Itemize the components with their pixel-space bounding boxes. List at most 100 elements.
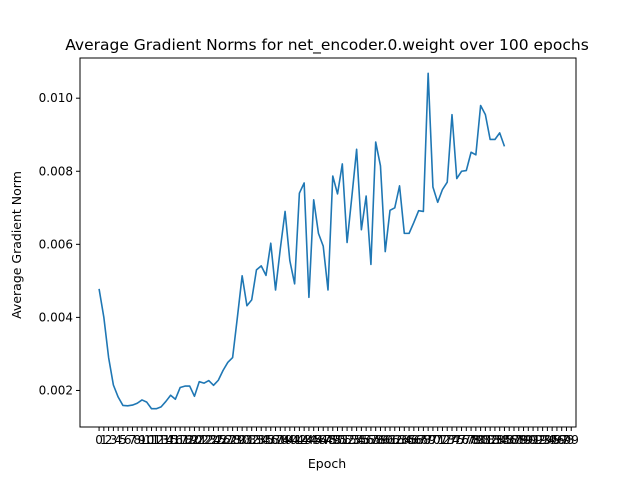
x-tick-label: 29 [230, 433, 245, 447]
x-tick-label: 26 [215, 433, 230, 447]
x-tick-label: 97 [554, 433, 569, 447]
x-tick-label: 67 [411, 433, 426, 447]
x-tick-label: 93 [535, 433, 550, 447]
x-tick-label: 57 [363, 433, 378, 447]
series-line [98, 72, 506, 410]
x-tick-label: 60 [378, 433, 393, 447]
x-tick-label: 92 [530, 433, 545, 447]
x-tick-label: 45 [306, 433, 321, 447]
x-tick-label: 62 [387, 433, 402, 447]
x-tick-label: 89 [516, 433, 531, 447]
x-tick-label: 35 [258, 433, 273, 447]
x-tick-label: 7 [129, 433, 137, 447]
x-tick-label: 94 [540, 433, 555, 447]
x-tick-label: 48 [320, 433, 335, 447]
x-tick-label: 61 [382, 433, 397, 447]
x-tick-label: 47 [316, 433, 331, 447]
x-tick-label: 19 [182, 433, 197, 447]
x-axis-label: Epoch [308, 456, 346, 471]
x-tick-label: 85 [497, 433, 512, 447]
x-tick-label: 44 [301, 433, 316, 447]
x-tick-label: 4 [114, 433, 122, 447]
x-tick-label: 99 [564, 433, 579, 447]
x-tick-label: 1 [100, 433, 108, 447]
x-tick-label: 91 [525, 433, 540, 447]
x-tick-label: 77 [459, 433, 474, 447]
x-tick-label: 38 [273, 433, 288, 447]
x-tick-label: 40 [282, 433, 297, 447]
x-tick-label: 21 [192, 433, 207, 447]
x-tick-label: 25 [211, 433, 226, 447]
x-tick-label: 30 [235, 433, 250, 447]
x-tick-label: 52 [339, 433, 354, 447]
x-tick-label: 12 [149, 433, 164, 447]
x-tick-label: 81 [478, 433, 493, 447]
x-tick-label: 50 [330, 433, 345, 447]
x-tick-label: 87 [506, 433, 521, 447]
x-tick-label: 33 [249, 433, 264, 447]
x-tick-label: 56 [359, 433, 374, 447]
x-tick-label: 3 [110, 433, 118, 447]
x-tick-label: 6 [124, 433, 132, 447]
x-tick-label: 82 [483, 433, 498, 447]
x-tick-label: 10 [139, 433, 154, 447]
x-tick-label: 39 [277, 433, 292, 447]
x-tick-label: 64 [397, 433, 412, 447]
x-tick-label: 98 [559, 433, 574, 447]
x-tick-label: 59 [373, 433, 388, 447]
y-tick-label: 0.010 [39, 91, 73, 105]
y-axis-ticks: 0.002 0.004 0.006 0.008 0.010 [39, 91, 80, 397]
x-tick-label: 36 [263, 433, 278, 447]
x-tick-label: 86 [502, 433, 517, 447]
x-tick-label: 5 [119, 433, 127, 447]
y-axis-label: Average Gradient Norm [9, 171, 24, 319]
x-tick-label: 13 [153, 433, 168, 447]
x-tick-label: 65 [401, 433, 416, 447]
x-tick-label: 55 [354, 433, 369, 447]
plot-area [98, 72, 506, 410]
x-tick-label: 72 [435, 433, 450, 447]
x-tick-label: 49 [325, 433, 340, 447]
x-tick-label: 24 [206, 433, 221, 447]
x-tick-label: 95 [545, 433, 560, 447]
x-tick-label: 16 [168, 433, 183, 447]
x-tick-label: 53 [344, 433, 359, 447]
x-tick-label: 96 [549, 433, 564, 447]
y-tick-label: 0.008 [39, 164, 73, 178]
chart-title: Average Gradient Norms for net_encoder.0… [65, 36, 589, 55]
x-tick-label: 73 [440, 433, 455, 447]
x-tick-label: 23 [201, 433, 216, 447]
x-tick-label: 27 [220, 433, 235, 447]
x-tick-label: 68 [416, 433, 431, 447]
x-tick-label: 9 [138, 433, 146, 447]
x-axis-ticks: 0123456789101112131415161718192021222324… [95, 427, 579, 447]
x-tick-label: 34 [254, 433, 269, 447]
x-tick-label: 88 [511, 433, 526, 447]
x-tick-label: 17 [173, 433, 188, 447]
x-tick-label: 18 [177, 433, 192, 447]
x-tick-label: 66 [406, 433, 421, 447]
x-tick-label: 69 [421, 433, 436, 447]
x-tick-label: 84 [492, 433, 507, 447]
x-tick-label: 75 [449, 433, 464, 447]
x-tick-label: 42 [292, 433, 307, 447]
x-tick-label: 78 [463, 433, 478, 447]
x-tick-label: 31 [239, 433, 254, 447]
x-tick-label: 14 [158, 433, 173, 447]
x-tick-label: 51 [335, 433, 350, 447]
x-tick-label: 54 [349, 433, 364, 447]
x-tick-label: 63 [392, 433, 407, 447]
x-tick-label: 28 [225, 433, 240, 447]
x-tick-label: 15 [163, 433, 178, 447]
x-tick-label: 32 [244, 433, 259, 447]
x-tick-label: 37 [268, 433, 283, 447]
x-tick-label: 74 [444, 433, 459, 447]
x-tick-label: 83 [487, 433, 502, 447]
x-tick-label: 76 [454, 433, 469, 447]
x-tick-label: 46 [311, 433, 326, 447]
x-tick-label: 90 [521, 433, 536, 447]
x-tick-label: 8 [133, 433, 141, 447]
x-tick-label: 43 [297, 433, 312, 447]
y-tick-label: 0.004 [39, 310, 73, 324]
